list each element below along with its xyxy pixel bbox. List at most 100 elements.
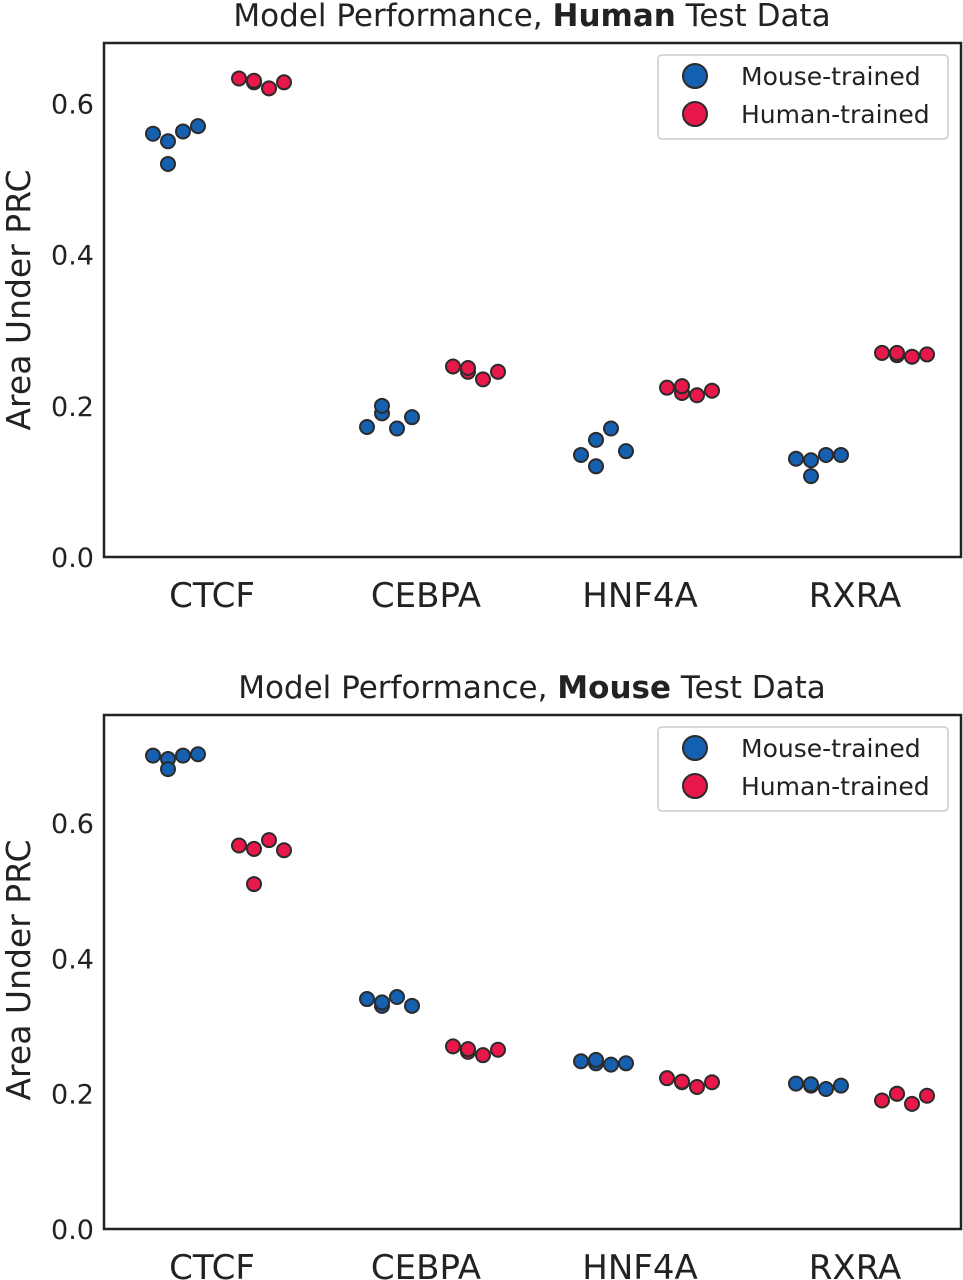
point-mouse-trained-cebpa — [389, 989, 405, 1006]
point-human-trained-cebpa — [475, 371, 491, 388]
point-mouse-trained-ctcf — [160, 155, 176, 172]
point-mouse-trained-rxra — [818, 446, 834, 463]
y-tick-label: 0.6 — [51, 89, 94, 120]
data-points — [145, 746, 935, 1112]
chart-title: Model Performance, Mouse Test Data — [238, 670, 826, 706]
point-mouse-trained-hnf4a — [588, 431, 604, 448]
x-axis-ticks: CTCF CEBPA HNF4A RXRA — [169, 576, 901, 616]
point-human-trained-cebpa — [445, 1038, 461, 1055]
chart-panel-human-test: Model Performance, Human Test Data Area … — [0, 0, 963, 616]
point-human-trained-ctcf — [231, 837, 247, 854]
point-human-trained-cebpa — [460, 1041, 476, 1058]
point-mouse-trained-cebpa — [389, 420, 405, 437]
data-points — [145, 70, 935, 485]
point-mouse-trained-hnf4a — [573, 1053, 589, 1070]
point-mouse-trained-ctcf — [175, 123, 191, 140]
legend: Mouse-trained Human-trained — [657, 726, 949, 812]
point-human-trained-ctcf — [261, 80, 277, 97]
legend-label-mouse-trained: Mouse-trained — [741, 734, 921, 763]
legend-marker-mouse-trained — [682, 63, 708, 89]
point-mouse-trained-cebpa — [359, 418, 375, 435]
legend-label-human-trained: Human-trained — [741, 772, 930, 801]
point-human-trained-cebpa — [490, 1041, 506, 1058]
y-axis-label: Area Under PRC — [0, 839, 38, 1100]
legend-label-human-trained: Human-trained — [741, 100, 930, 129]
y-axis-ticks: 0.0 0.2 0.4 0.6 — [51, 809, 94, 1246]
point-mouse-trained-rxra — [803, 452, 819, 469]
point-human-trained-hnf4a — [674, 1073, 690, 1090]
point-human-trained-rxra — [919, 346, 935, 363]
point-human-trained-ctcf — [261, 832, 277, 849]
x-tick-label-ctcf: CTCF — [169, 1248, 255, 1280]
point-human-trained-ctcf — [246, 72, 262, 89]
point-mouse-trained-rxra — [833, 1077, 849, 1094]
point-mouse-trained-rxra — [803, 468, 819, 485]
legend-marker-human-trained — [682, 101, 708, 127]
point-human-trained-hnf4a — [704, 1074, 720, 1091]
point-mouse-trained-ctcf — [190, 118, 206, 135]
point-human-trained-cebpa — [460, 360, 476, 377]
y-tick-label: 0.2 — [51, 392, 94, 423]
point-mouse-trained-ctcf — [175, 747, 191, 764]
point-human-trained-cebpa — [490, 363, 506, 380]
point-human-trained-ctcf — [276, 842, 292, 859]
y-tick-label: 0.0 — [51, 1215, 94, 1246]
x-axis-ticks: CTCF CEBPA HNF4A RXRA — [169, 1248, 901, 1280]
legend: Mouse-trained Human-trained — [657, 54, 949, 140]
point-human-trained-ctcf — [276, 74, 292, 91]
point-mouse-trained-rxra — [818, 1081, 834, 1098]
point-mouse-trained-cebpa — [374, 397, 390, 414]
y-axis-label: Area Under PRC — [0, 169, 38, 430]
point-human-trained-ctcf — [246, 840, 262, 857]
y-tick-label: 0.6 — [51, 809, 94, 840]
point-mouse-trained-ctcf — [190, 746, 206, 763]
point-mouse-trained-cebpa — [404, 997, 420, 1014]
point-human-trained-rxra — [904, 348, 920, 365]
point-human-trained-rxra — [889, 1085, 905, 1102]
point-mouse-trained-hnf4a — [588, 1051, 604, 1068]
point-mouse-trained-cebpa — [374, 994, 390, 1011]
point-human-trained-ctcf — [246, 876, 262, 893]
point-mouse-trained-rxra — [788, 450, 804, 467]
point-human-trained-hnf4a — [659, 1070, 675, 1087]
point-mouse-trained-hnf4a — [603, 420, 619, 437]
point-human-trained-hnf4a — [674, 378, 690, 395]
y-tick-label: 0.2 — [51, 1080, 94, 1111]
x-tick-label-hnf4a: HNF4A — [582, 1248, 697, 1280]
x-tick-label-cebpa: CEBPA — [371, 576, 481, 616]
point-human-trained-cebpa — [445, 358, 461, 375]
point-mouse-trained-ctcf — [145, 747, 161, 764]
x-tick-label-ctcf: CTCF — [169, 576, 255, 616]
legend-box — [657, 54, 949, 140]
point-human-trained-hnf4a — [689, 1078, 705, 1095]
plot-frame — [102, 41, 963, 559]
x-tick-label-hnf4a: HNF4A — [582, 576, 697, 616]
point-mouse-trained-hnf4a — [573, 446, 589, 463]
point-mouse-trained-hnf4a — [618, 443, 634, 460]
point-human-trained-ctcf — [231, 70, 247, 87]
point-mouse-trained-ctcf — [160, 761, 176, 778]
point-mouse-trained-hnf4a — [618, 1055, 634, 1072]
point-human-trained-rxra — [889, 344, 905, 361]
x-tick-label-rxra: RXRA — [809, 576, 901, 616]
point-mouse-trained-cebpa — [404, 409, 420, 426]
point-mouse-trained-hnf4a — [603, 1056, 619, 1073]
point-human-trained-rxra — [904, 1095, 920, 1112]
point-mouse-trained-hnf4a — [588, 458, 604, 475]
point-human-trained-cebpa — [475, 1047, 491, 1064]
plot-frame — [102, 713, 963, 1231]
chart-panel-mouse-test: Model Performance, Mouse Test Data Area … — [0, 670, 963, 1280]
legend-marker-human-trained — [682, 773, 708, 799]
point-human-trained-hnf4a — [704, 382, 720, 399]
point-human-trained-hnf4a — [659, 379, 675, 396]
point-mouse-trained-ctcf — [160, 133, 176, 150]
x-tick-label-cebpa: CEBPA — [371, 1248, 481, 1280]
legend-box — [657, 726, 949, 812]
point-mouse-trained-rxra — [788, 1075, 804, 1092]
y-tick-label: 0.0 — [51, 543, 94, 574]
point-human-trained-rxra — [874, 344, 890, 361]
point-mouse-trained-rxra — [803, 1076, 819, 1093]
x-tick-label-rxra: RXRA — [809, 1248, 901, 1280]
y-tick-label: 0.4 — [51, 241, 94, 272]
